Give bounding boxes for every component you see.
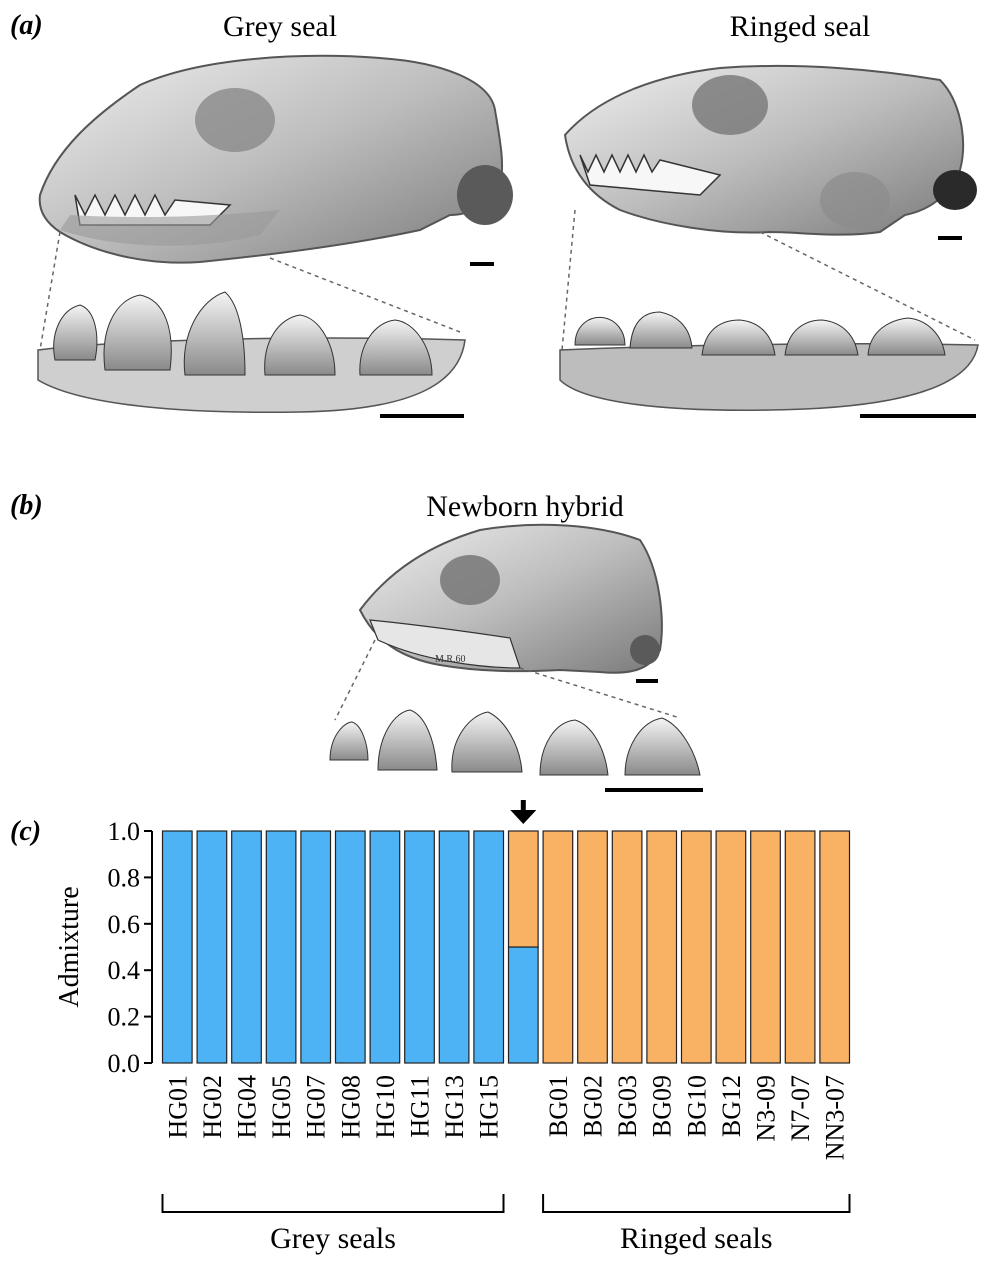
- bar-segment-BG02-series-1: [577, 830, 608, 1064]
- bar-segment-HG05-series-0: [265, 830, 297, 1064]
- ringed-seal-teeth-scale-bar: [860, 414, 976, 418]
- ringed-seal-title: Ringed seal: [729, 10, 871, 43]
- group-bracket: [542, 1194, 851, 1213]
- x-tick-label: HG11: [406, 1075, 435, 1138]
- grey-seal-title: Grey seal: [222, 10, 338, 43]
- bar-segment-HG13-series-0: [438, 830, 470, 1064]
- bar-segment-hybrid-series-1: [507, 830, 539, 948]
- arrow-down-icon: [510, 810, 537, 824]
- x-tick-label: HG07: [302, 1075, 331, 1139]
- hybrid-zoom-line-left: [334, 639, 376, 721]
- x-tick-label: HG05: [267, 1075, 296, 1139]
- y-tick-label: 0.6: [108, 910, 141, 939]
- bar-segment-HG10-series-0: [369, 830, 401, 1064]
- x-tick-label: BG10: [682, 1075, 711, 1137]
- admixture-chart: Admixture 0.00.20.40.60.81.0 HG01 HG02 HG0…: [54, 800, 851, 1255]
- grey-seal-teeth-image: [37, 291, 466, 413]
- y-tick-label: 0.0: [108, 1049, 141, 1078]
- group-label: Ringed seals: [620, 1222, 772, 1255]
- bar-segment-hybrid-series-0: [507, 946, 539, 1064]
- hybrid-teeth-image: [329, 709, 701, 776]
- x-tick-label: HG04: [233, 1075, 262, 1139]
- x-tick-label: N7-07: [786, 1075, 815, 1141]
- grey-seal-zoom-line-right: [269, 257, 461, 333]
- panel-b-label: (b): [10, 490, 43, 521]
- x-tick-label: HG10: [371, 1075, 400, 1139]
- bar-segment-HG02-series-0: [196, 830, 228, 1064]
- ringed-seal-zoom-line-right: [759, 231, 976, 341]
- ringed-seal-skull-scale-bar: [938, 236, 962, 240]
- ringed-seal-skull-image: [563, 64, 977, 236]
- y-tick-label: 0.8: [108, 863, 141, 892]
- ringed-seal-teeth-image: [559, 311, 979, 411]
- bar-segment-HG01-series-0: [161, 830, 193, 1064]
- y-tick-label: 0.2: [108, 1003, 141, 1032]
- x-tick-label: BG01: [544, 1075, 573, 1137]
- bar-segment-BG12-series-1: [715, 830, 747, 1064]
- hybrid-teeth-scale-bar: [605, 788, 703, 792]
- group-bracket: [161, 1194, 505, 1213]
- bar-segment-N3-09-series-1: [750, 830, 781, 1064]
- bar-segment-HG04-series-0: [231, 830, 262, 1064]
- x-tick-label: BG02: [579, 1075, 608, 1137]
- bar-segment-BG09-series-1: [646, 830, 678, 1064]
- x-tick-label: HG15: [475, 1075, 504, 1139]
- chart-bars: [161, 830, 851, 1064]
- grey-seal-teeth-scale-bar: [380, 414, 464, 418]
- bar-segment-HG08-series-0: [334, 830, 366, 1064]
- bar-segment-BG03-series-1: [611, 830, 643, 1064]
- y-tick-label: 0.4: [108, 956, 141, 985]
- x-tick-label: NN3-07: [821, 1075, 850, 1160]
- grey-seal-skull-scale-bar: [470, 262, 494, 266]
- panel-c-label: (c): [10, 816, 42, 847]
- hybrid-zoom-line-right: [519, 667, 681, 719]
- hybrid-skull-scale-bar: [636, 679, 658, 683]
- x-tick-label: BG12: [717, 1075, 746, 1137]
- bar-segment-N7-07-series-1: [784, 830, 816, 1064]
- x-tick-label: HG13: [440, 1075, 469, 1139]
- y-tick-label: 1.0: [108, 817, 141, 846]
- bar-segment-NN3-07-series-1: [819, 830, 851, 1064]
- bar-segment-HG11-series-0: [404, 830, 435, 1064]
- bar-segment-BG10-series-1: [680, 830, 712, 1064]
- panel-a-label: (a): [10, 10, 43, 41]
- x-tick-label: HG08: [336, 1075, 365, 1139]
- hybrid-skull-inscription: M.R.60: [435, 654, 466, 665]
- grey-seal-skull-image: [38, 54, 513, 264]
- bar-segment-BG01-series-1: [542, 830, 574, 1064]
- hybrid-skull-image: M.R.60: [358, 523, 663, 674]
- group-label: Grey seals: [270, 1222, 396, 1255]
- ringed-seal-zoom-line-left: [561, 209, 576, 351]
- x-tick-label: BG03: [613, 1075, 642, 1137]
- chart-axes: 0.0 0.2 0.4 0.6 0.8 1.0: [108, 800, 537, 1078]
- x-tick-label: HG02: [198, 1075, 227, 1139]
- y-axis-label: Admixture: [54, 886, 85, 1007]
- x-tick-label: HG01: [163, 1075, 192, 1139]
- x-tick-labels: HG01 HG02 HG04 HG05 HG07 HG08 HG10 HG11 HG13 HG15…: [163, 1075, 849, 1160]
- bar-segment-HG15-series-0: [473, 830, 505, 1064]
- bar-segment-HG07-series-0: [300, 830, 332, 1064]
- grey-seal-zoom-line-left: [39, 231, 61, 351]
- x-tick-label: BG09: [648, 1075, 677, 1137]
- hybrid-title: Newborn hybrid: [426, 490, 624, 523]
- group-brackets: Grey seals Ringed seals: [161, 1194, 851, 1255]
- x-tick-label: N3-09: [752, 1075, 781, 1141]
